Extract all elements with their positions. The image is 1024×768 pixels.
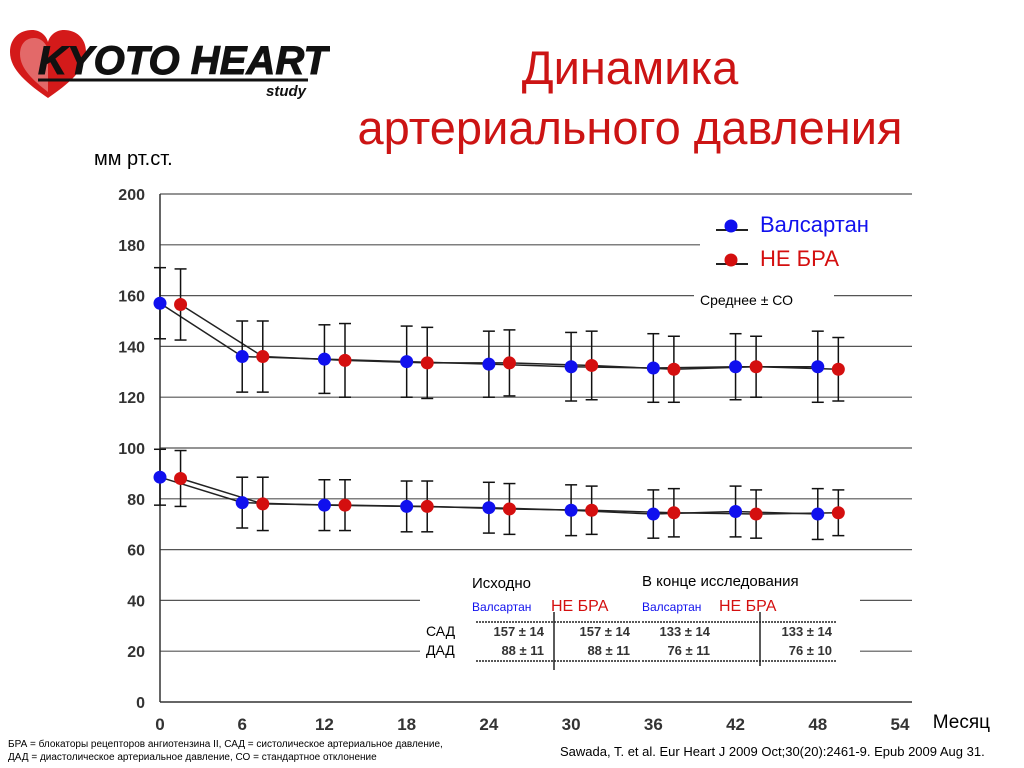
data-point (646, 361, 660, 375)
data-point (831, 506, 845, 520)
legend-marker (724, 219, 738, 233)
footnote-line-2: ДАД = диастолическое артериальное давлен… (8, 752, 377, 763)
data-point (482, 357, 496, 371)
y-tick-label: 140 (118, 339, 145, 356)
y-tick-label: 200 (118, 187, 145, 204)
data-point (831, 362, 845, 376)
data-point (482, 501, 496, 515)
data-point (646, 507, 660, 521)
data-point (420, 499, 434, 513)
data-point (256, 497, 270, 511)
table-valsartan-label: Валсартан (642, 600, 701, 614)
data-point (585, 358, 599, 372)
data-point (502, 502, 516, 516)
legend-background (700, 204, 912, 288)
table-non-arb-label: НЕ БРА (551, 598, 609, 615)
table-baseline-header: Исходно (472, 575, 531, 592)
table-cell: 133 ± 14 (781, 624, 832, 639)
table-cell: 88 ± 11 (587, 643, 630, 658)
data-point (317, 498, 331, 512)
table-valsartan-label: Валсартан (472, 600, 531, 614)
table-cell: 157 ± 14 (579, 624, 630, 639)
y-tick-label: 60 (127, 543, 145, 560)
data-point (400, 355, 414, 369)
data-point (235, 496, 249, 510)
data-point (749, 360, 763, 374)
x-tick-label: 12 (315, 715, 334, 734)
data-point (235, 350, 249, 364)
legend-marker (724, 253, 738, 267)
table-cell: 88 ± 11 (501, 643, 544, 658)
y-tick-label: 160 (118, 289, 145, 306)
x-tick-label: 48 (808, 715, 827, 734)
title-line-1: Динамика (521, 41, 739, 94)
data-point (667, 362, 681, 376)
x-tick-label: 0 (155, 715, 164, 734)
data-point (749, 507, 763, 521)
citation: Sawada, T. et al. Eur Heart J 2009 Oct;3… (560, 744, 985, 759)
data-point (256, 350, 270, 364)
table-cell: 76 ± 11 (667, 643, 710, 658)
x-tick-label: 18 (397, 715, 416, 734)
x-tick-label: 42 (726, 715, 745, 734)
data-point (174, 471, 188, 485)
table-cell: 133 ± 14 (659, 624, 710, 639)
y-tick-label: 40 (127, 593, 145, 610)
error-bar-legend: Среднее ± СО (700, 292, 793, 308)
table-row-label: САД (426, 623, 456, 639)
y-tick-label: 180 (118, 238, 145, 255)
table-cell: 76 ± 10 (789, 643, 832, 658)
y-tick-label: 100 (118, 441, 145, 458)
data-point (338, 498, 352, 512)
y-tick-label: 80 (127, 492, 145, 509)
data-point (400, 499, 414, 513)
x-axis-label: Месяц (933, 712, 990, 733)
x-tick-label: 24 (479, 715, 498, 734)
y-tick-label: 120 (118, 390, 145, 407)
data-point (564, 503, 578, 517)
data-point (667, 506, 681, 520)
data-point (585, 503, 599, 517)
data-point (153, 470, 167, 484)
error-label-background (694, 290, 834, 310)
y-tick-label: 20 (127, 644, 145, 661)
data-point (564, 360, 578, 374)
logo-subtext: study (266, 83, 307, 100)
x-tick-label: 54 (891, 715, 910, 734)
table-cell: 157 ± 14 (493, 624, 544, 639)
table-end-header: В конце исследования (642, 573, 799, 590)
data-point (811, 507, 825, 521)
page-title: Динамика артериального давления (290, 38, 970, 158)
table-non-arb-label: НЕ БРА (719, 598, 777, 615)
legend-label: Валсартан (760, 212, 869, 237)
x-tick-label: 36 (644, 715, 663, 734)
logo-text: KYOTO HEART (38, 39, 330, 83)
data-point (729, 360, 743, 374)
data-point (317, 352, 331, 366)
footnote-line-1: БРА = блокаторы рецепторов ангиотензина … (8, 739, 443, 750)
x-tick-label: 30 (562, 715, 581, 734)
y-axis-unit: мм рт.ст. (94, 148, 173, 170)
data-point (811, 360, 825, 374)
data-point (420, 356, 434, 370)
footnote: БРА = блокаторы рецепторов ангиотензина … (8, 738, 443, 764)
x-tick-label: 6 (237, 715, 246, 734)
data-point (174, 297, 188, 311)
data-point (729, 505, 743, 518)
legend-label: НЕ БРА (760, 246, 839, 271)
data-point (153, 296, 167, 310)
data-point (502, 356, 516, 370)
table-row-label: ДАД (426, 642, 455, 658)
title-line-2: артериального давления (357, 101, 903, 154)
kyoto-heart-logo: KYOTO HEART study (10, 30, 330, 100)
data-point (338, 353, 352, 367)
summary-table-background (420, 566, 860, 686)
y-tick-label: 0 (136, 695, 145, 712)
